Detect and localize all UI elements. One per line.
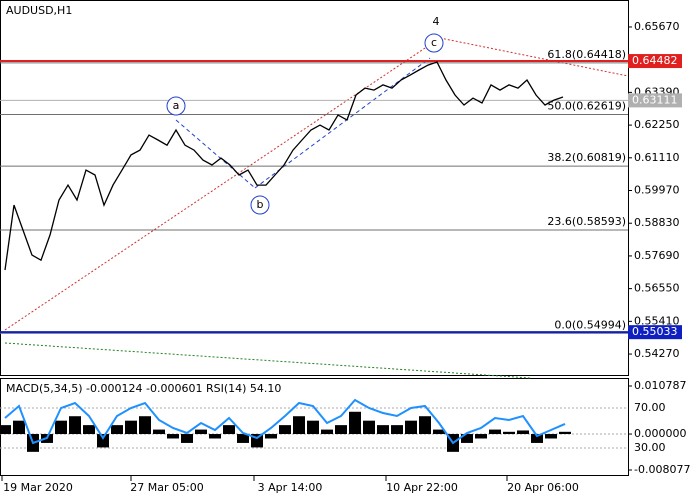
y-tick-label: -0.008077 (634, 463, 690, 476)
macd-bar (0, 425, 11, 435)
price-box-label: 0.55033 (632, 325, 678, 338)
y-tick-label: 0.000000 (634, 427, 687, 440)
price-box: 0.64482 (628, 54, 682, 69)
macd-bar (531, 434, 543, 443)
macd-bar (237, 434, 249, 443)
fib-label: 50.0(0.62619) (547, 100, 626, 113)
x-tick-label: 10 Apr 22:00 (386, 481, 458, 494)
macd-bar (461, 434, 473, 443)
indicator-title: MACD(5,34,5) -0.000124 -0.000601 RSI(14)… (6, 382, 281, 395)
y2-tick-label: 30.00 (634, 441, 666, 454)
wave-circle (250, 195, 270, 215)
x-tick-label: 20 Apr 06:00 (507, 481, 579, 494)
macd-bar (321, 429, 333, 435)
macd-bar (181, 434, 193, 443)
macd-bar (405, 420, 417, 435)
macd-bar (139, 416, 151, 435)
price-box-bg (628, 93, 682, 108)
macd-bar (419, 416, 431, 435)
macd-bar (195, 429, 207, 435)
macd-bar (223, 425, 235, 435)
y2-tick-label: 70.00 (634, 401, 666, 414)
macd-bar (503, 431, 515, 435)
macd-bar (55, 420, 67, 435)
y-tick-label: 0.65670 (634, 20, 680, 33)
macd-bar (377, 425, 389, 435)
wave-line (4, 37, 441, 331)
macd-bar (97, 434, 109, 448)
macd-bar (433, 429, 445, 435)
y-tick-label: 0.54270 (634, 347, 680, 360)
fib-label: 23.6(0.58593) (547, 215, 626, 228)
price-box-label: 0.63111 (632, 93, 678, 106)
macd-bar (153, 429, 165, 435)
macd-bar (209, 434, 221, 439)
y-tick-label: 0.57690 (634, 249, 680, 262)
x-tick-label: 27 Mar 05:00 (130, 481, 203, 494)
y-tick-label: 0.61110 (634, 151, 680, 164)
price-box: 0.55033 (628, 325, 682, 340)
y-tick-label: 0.010787 (634, 379, 687, 392)
macd-bar (391, 425, 403, 435)
y-tick-label: 0.59970 (634, 184, 680, 197)
price-box-bg (628, 54, 682, 69)
macd-bar (83, 425, 95, 435)
wave-label: c (431, 36, 437, 49)
rsi-line (4, 398, 566, 445)
fib-label: 61.8(0.64418) (547, 48, 626, 61)
x-tick-label: 19 Mar 2020 (3, 481, 73, 494)
macd-bar (559, 431, 571, 435)
price-box-label: 0.64482 (632, 54, 678, 67)
macd-bar (475, 434, 487, 439)
macd-bar (335, 425, 347, 435)
price-line (4, 61, 564, 271)
macd-bar (363, 420, 375, 435)
fib-label: 0.0(0.54994) (554, 318, 626, 331)
y-tick-label: 0.62250 (634, 118, 680, 131)
macd-bar (293, 416, 305, 435)
macd-bar (349, 411, 361, 435)
x-tick-label: 3 Apr 14:00 (258, 481, 323, 494)
y-tick-label: 0.58830 (634, 216, 680, 229)
chart-title: AUDUSD,H1 (6, 4, 72, 17)
macd-bar (517, 430, 529, 435)
macd-bar (167, 434, 179, 439)
macd-bar (545, 434, 557, 439)
y-tick-label: 0.55410 (634, 314, 680, 327)
macd-bar (125, 420, 137, 435)
wave-label: 4 (433, 15, 440, 28)
y-tick-label: 0.56550 (634, 282, 680, 295)
wave-line (175, 119, 256, 189)
macd-bar (13, 420, 25, 435)
price-box: 0.63111 (628, 93, 682, 108)
macd-bar (111, 425, 123, 435)
wave-circle (166, 96, 186, 116)
macd-bar (279, 425, 291, 435)
fib-label: 38.2(0.60819) (547, 151, 626, 164)
wave-circle (424, 33, 444, 53)
macd-bar (489, 429, 501, 435)
macd-bar (69, 416, 81, 435)
macd-bar (307, 420, 319, 435)
wave-label: a (173, 99, 180, 112)
macd-bar (265, 434, 277, 439)
wave-label: b (257, 198, 264, 211)
price-box-bg (628, 325, 682, 340)
